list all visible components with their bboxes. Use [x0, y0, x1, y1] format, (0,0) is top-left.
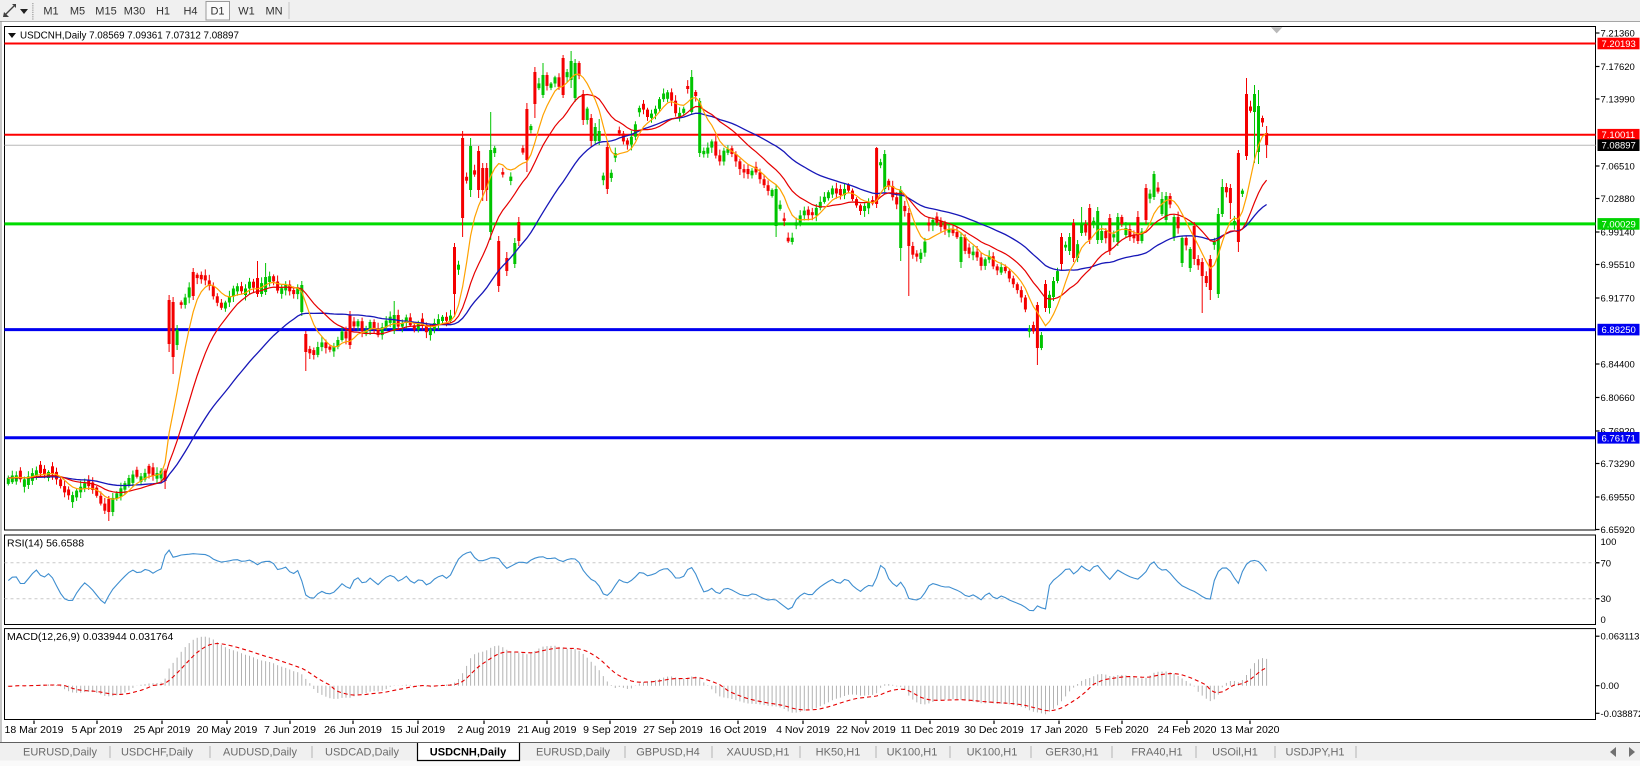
svg-text:30 Dec 2019: 30 Dec 2019	[964, 724, 1024, 736]
svg-text:9 Sep 2019: 9 Sep 2019	[583, 724, 637, 736]
svg-text:HK50,H1: HK50,H1	[816, 747, 861, 759]
svg-text:21 Aug 2019: 21 Aug 2019	[518, 724, 577, 736]
svg-text:USDCNH,Daily 7.08569 7.09361: USDCNH,Daily 7.08569 7.09361 7.07312 7.0…	[20, 31, 239, 42]
svg-text:6.91770: 6.91770	[1601, 294, 1635, 305]
svg-text:7.21360: 7.21360	[1601, 29, 1635, 40]
svg-text:6.80660: 6.80660	[1601, 393, 1635, 404]
svg-text:7.13990: 7.13990	[1601, 95, 1635, 106]
svg-text:7.06510: 7.06510	[1601, 162, 1635, 173]
svg-text:MACD(12,26,9) 0.033944 0.03176: MACD(12,26,9) 0.033944 0.031764	[7, 631, 174, 643]
svg-text:6.69550: 6.69550	[1601, 493, 1635, 504]
svg-text:FRA40,H1: FRA40,H1	[1131, 747, 1182, 759]
svg-text:USDCAD,Daily: USDCAD,Daily	[325, 747, 399, 759]
svg-text:70: 70	[1601, 558, 1612, 569]
svg-text:H1: H1	[156, 6, 170, 18]
svg-text:16 Oct 2019: 16 Oct 2019	[709, 724, 766, 736]
svg-text:GER30,H1: GER30,H1	[1045, 747, 1098, 759]
svg-text:MN: MN	[265, 6, 282, 18]
svg-text:13 Mar 2020: 13 Mar 2020	[1221, 724, 1280, 736]
svg-text:USDCHF,Daily: USDCHF,Daily	[121, 747, 194, 759]
svg-text:5 Feb 2020: 5 Feb 2020	[1095, 724, 1148, 736]
svg-text:0.063113: 0.063113	[1601, 632, 1640, 643]
svg-text:H4: H4	[183, 6, 197, 18]
svg-text:4 Nov 2019: 4 Nov 2019	[776, 724, 830, 736]
svg-text:M5: M5	[70, 6, 85, 18]
svg-text:USDJPY,H1: USDJPY,H1	[1285, 747, 1344, 759]
svg-text:7.17620: 7.17620	[1601, 62, 1635, 73]
svg-text:20 May 2019: 20 May 2019	[197, 724, 258, 736]
svg-text:XAUUSD,H1: XAUUSD,H1	[727, 747, 790, 759]
svg-text:AUDUSD,Daily: AUDUSD,Daily	[223, 747, 297, 759]
svg-text:18 Mar 2019: 18 Mar 2019	[5, 724, 64, 736]
svg-text:7.00029: 7.00029	[1602, 219, 1636, 230]
svg-text:7.20193: 7.20193	[1602, 39, 1636, 50]
svg-text:27 Sep 2019: 27 Sep 2019	[643, 724, 703, 736]
svg-text:W1: W1	[238, 6, 255, 18]
svg-text:11 Dec 2019: 11 Dec 2019	[901, 724, 960, 736]
svg-text:30: 30	[1601, 594, 1612, 605]
svg-text:7.08897: 7.08897	[1602, 141, 1636, 152]
svg-text:6.88250: 6.88250	[1602, 325, 1636, 336]
svg-text:17 Jan 2020: 17 Jan 2020	[1030, 724, 1088, 736]
svg-text:UK100,H1: UK100,H1	[887, 747, 938, 759]
svg-text:26 Jun 2019: 26 Jun 2019	[324, 724, 382, 736]
svg-text:100: 100	[1601, 537, 1617, 548]
svg-text:GBPUSD,H4: GBPUSD,H4	[636, 747, 700, 759]
svg-text:0: 0	[1601, 615, 1606, 626]
svg-text:2 Aug 2019: 2 Aug 2019	[457, 724, 510, 736]
svg-text:6.95510: 6.95510	[1601, 260, 1635, 271]
svg-text:6.65920: 6.65920	[1601, 525, 1635, 536]
svg-text:6.73290: 6.73290	[1601, 459, 1635, 470]
svg-text:-0.038872: -0.038872	[1601, 709, 1640, 720]
svg-text:M15: M15	[95, 6, 116, 18]
svg-text:22 Nov 2019: 22 Nov 2019	[836, 724, 896, 736]
svg-text:24 Feb 2020: 24 Feb 2020	[1158, 724, 1217, 736]
svg-text:USDCNH,Daily: USDCNH,Daily	[430, 747, 507, 759]
svg-text:6.76171: 6.76171	[1602, 433, 1636, 444]
svg-text:M1: M1	[43, 6, 58, 18]
svg-text:USOil,H1: USOil,H1	[1212, 747, 1258, 759]
svg-text:6.99140: 6.99140	[1601, 228, 1635, 239]
svg-text:RSI(14) 56.6588: RSI(14) 56.6588	[7, 538, 84, 550]
svg-text:UK100,H1: UK100,H1	[967, 747, 1018, 759]
svg-text:25 Apr 2019: 25 Apr 2019	[134, 724, 191, 736]
svg-text:7.02880: 7.02880	[1601, 194, 1635, 205]
svg-text:15 Jul 2019: 15 Jul 2019	[391, 724, 445, 736]
svg-text:7 Jun 2019: 7 Jun 2019	[264, 724, 316, 736]
svg-text:EURUSD,Daily: EURUSD,Daily	[536, 747, 610, 759]
svg-text:0.00: 0.00	[1601, 681, 1620, 692]
svg-text:M30: M30	[124, 6, 145, 18]
svg-text:7.10011: 7.10011	[1602, 130, 1636, 141]
svg-text:5 Apr 2019: 5 Apr 2019	[72, 724, 123, 736]
svg-text:6.84400: 6.84400	[1601, 360, 1635, 371]
svg-text:EURUSD,Daily: EURUSD,Daily	[23, 747, 97, 759]
svg-text:D1: D1	[210, 6, 224, 18]
